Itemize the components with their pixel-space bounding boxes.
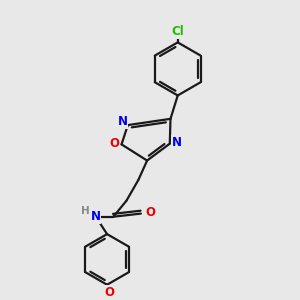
Text: N: N bbox=[91, 210, 101, 223]
Text: O: O bbox=[104, 286, 115, 299]
Text: O: O bbox=[146, 206, 155, 219]
Text: N: N bbox=[172, 136, 182, 149]
Text: N: N bbox=[118, 115, 128, 128]
Text: O: O bbox=[110, 137, 120, 150]
Text: H: H bbox=[81, 206, 90, 216]
Text: Cl: Cl bbox=[171, 25, 184, 38]
